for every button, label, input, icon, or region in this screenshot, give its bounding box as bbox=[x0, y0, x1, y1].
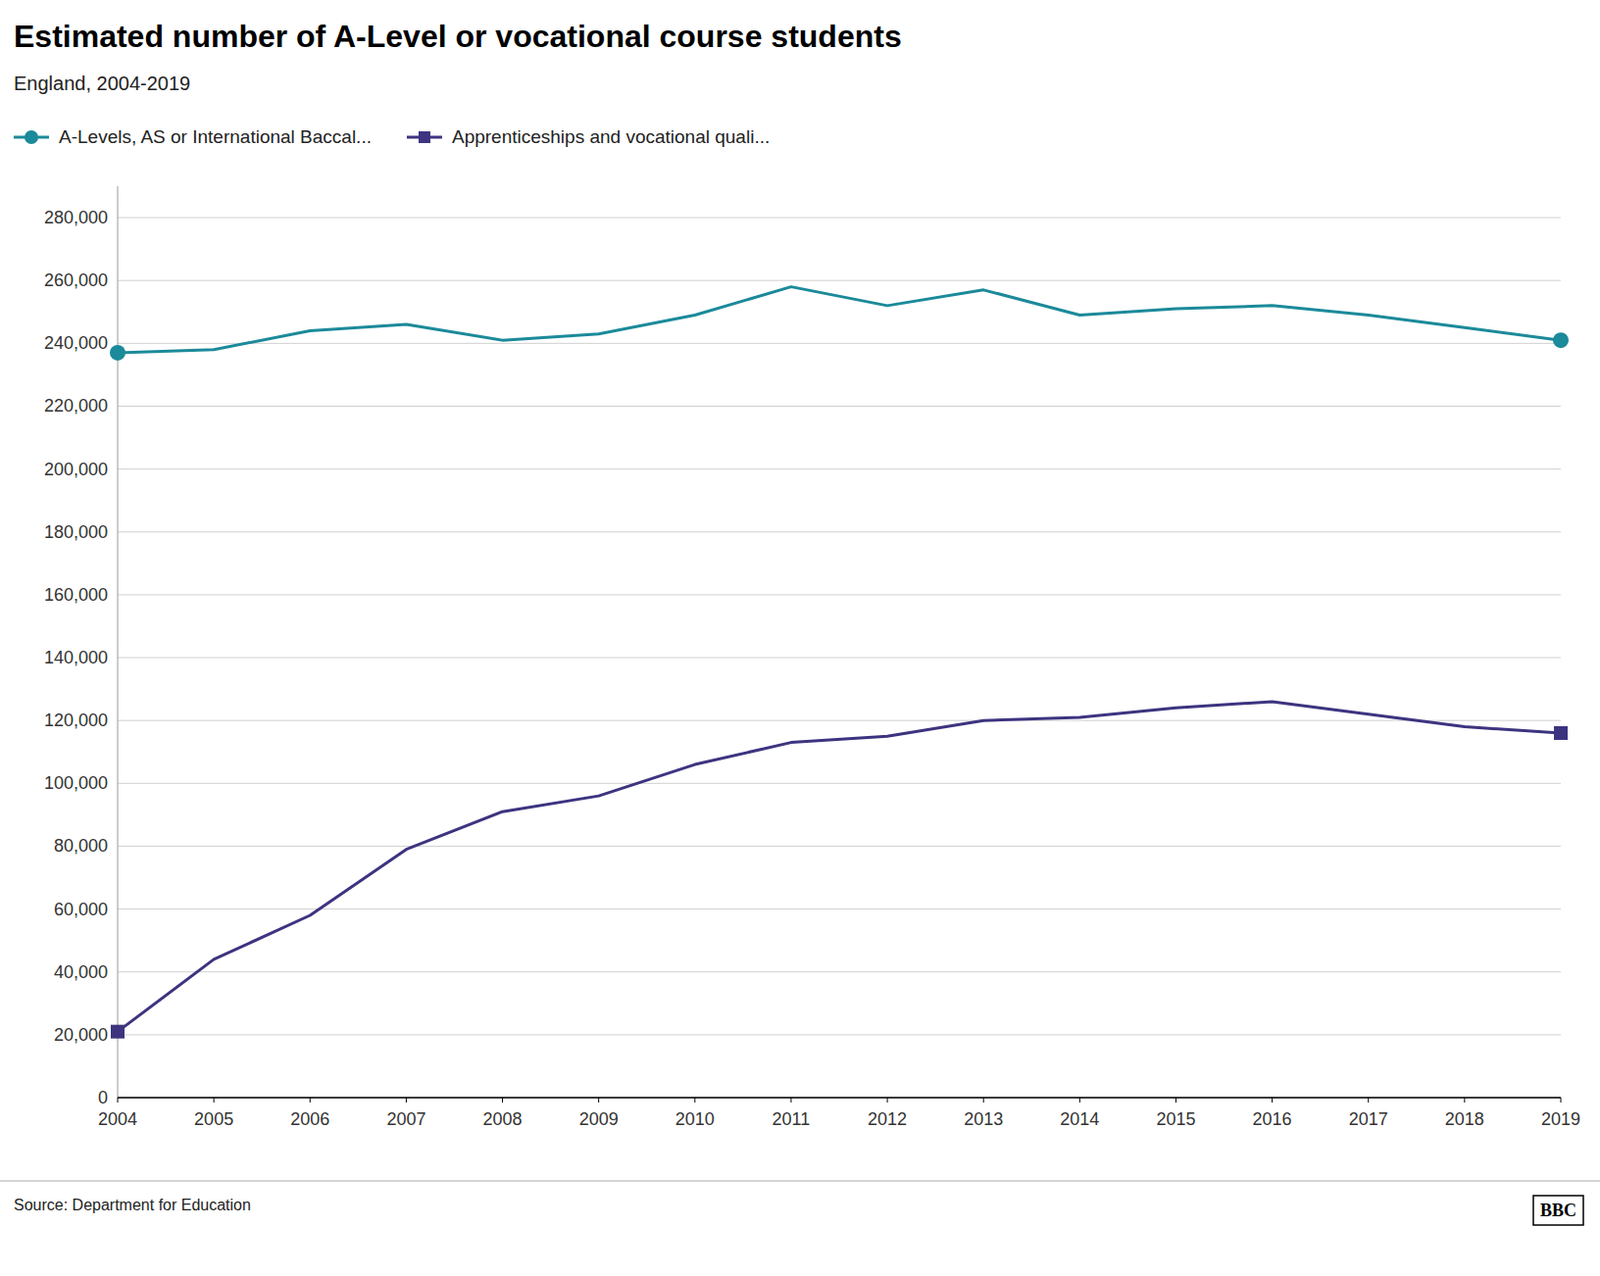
y-tick-label: 20,000 bbox=[53, 1025, 108, 1046]
series-line bbox=[117, 287, 1561, 353]
y-tick-label: 60,000 bbox=[53, 900, 108, 920]
y-tick-label: 140,000 bbox=[44, 648, 108, 668]
y-tick-label: 0 bbox=[98, 1088, 108, 1108]
series-marker bbox=[109, 345, 126, 361]
y-tick-label: 280,000 bbox=[44, 207, 108, 228]
y-tick-label: 260,000 bbox=[44, 270, 108, 291]
series-marker bbox=[1552, 332, 1569, 349]
x-tick bbox=[1463, 1098, 1465, 1103]
x-tick-label: 2016 bbox=[1252, 1109, 1293, 1130]
logo: BBC bbox=[1533, 1196, 1584, 1226]
y-axis: 0 20,000 40,000 60,000 80,000 100,000 120,000 1… bbox=[44, 186, 1561, 1108]
chart: Estimated number of A-Level or vocationa… bbox=[0, 0, 1600, 1276]
x-tick bbox=[309, 1098, 311, 1103]
legend-label: Apprenticeships and vocational quali... bbox=[451, 126, 770, 148]
x-tick bbox=[598, 1098, 600, 1103]
x-tick-label: 2012 bbox=[867, 1109, 907, 1130]
subtitle: England, 2004-2019 bbox=[13, 72, 191, 95]
y-tick-label: 200,000 bbox=[44, 459, 108, 480]
y-tick-label: 240,000 bbox=[44, 333, 108, 353]
series-line bbox=[117, 701, 1561, 1033]
x-tick bbox=[117, 1098, 119, 1103]
x-tick-label: 2007 bbox=[386, 1109, 426, 1130]
x-tick-label: 2019 bbox=[1541, 1109, 1581, 1130]
x-tick bbox=[1560, 1098, 1562, 1103]
series-marker bbox=[110, 1025, 125, 1040]
grid-line bbox=[117, 405, 1561, 407]
annotation: BBC bbox=[1540, 1200, 1577, 1221]
y-tick-label: 120,000 bbox=[44, 710, 108, 731]
grid-line bbox=[117, 1098, 1561, 1100]
x-tick-label: 2009 bbox=[579, 1109, 619, 1130]
x-tick-label: 2005 bbox=[194, 1109, 234, 1130]
grid-line bbox=[117, 343, 1561, 345]
x-tick-label: 2004 bbox=[98, 1109, 138, 1130]
grid-line bbox=[117, 280, 1561, 282]
grid-line bbox=[117, 468, 1561, 470]
x-tick-label: 2011 bbox=[772, 1109, 811, 1130]
y-tick-label: 160,000 bbox=[44, 585, 108, 605]
grid-line bbox=[117, 1034, 1561, 1036]
y-tick-label: 180,000 bbox=[44, 522, 108, 543]
x-tick bbox=[405, 1098, 407, 1103]
x-tick-label: 2018 bbox=[1445, 1109, 1485, 1130]
grid-line bbox=[117, 846, 1561, 848]
x-tick-label: 2014 bbox=[1059, 1109, 1100, 1130]
series-marker bbox=[1553, 726, 1568, 741]
grid-line bbox=[117, 971, 1561, 973]
y-axis-line bbox=[117, 186, 119, 1099]
legend-marker bbox=[418, 131, 431, 144]
x-tick-label: 2015 bbox=[1155, 1109, 1196, 1130]
x-tick-label: 2006 bbox=[290, 1109, 330, 1130]
plot-area bbox=[109, 287, 1569, 1040]
x-tick bbox=[1175, 1098, 1177, 1103]
y-tick-label: 40,000 bbox=[53, 962, 108, 983]
x-tick bbox=[887, 1098, 889, 1103]
x-tick bbox=[501, 1098, 503, 1103]
source: Source: Department for Education bbox=[13, 1197, 251, 1214]
grid-line bbox=[117, 531, 1561, 533]
x-tick-label: 2010 bbox=[675, 1109, 715, 1130]
legend-marker bbox=[24, 130, 39, 145]
x-axis-line bbox=[117, 1097, 1561, 1100]
x-axis: 2004 2005 2006 2007 2008 2009 2010 2011 2012 2013… bbox=[98, 1098, 1581, 1130]
grid-line bbox=[117, 217, 1561, 219]
y-tick-label: 220,000 bbox=[44, 396, 108, 416]
grid-line bbox=[117, 908, 1561, 910]
grid-line bbox=[117, 783, 1561, 785]
x-tick bbox=[1079, 1098, 1081, 1103]
x-tick bbox=[213, 1098, 215, 1103]
separator bbox=[0, 1181, 1600, 1183]
x-tick-label: 2013 bbox=[963, 1109, 1003, 1130]
legend: A-Levels, AS or International Baccal... A… bbox=[13, 126, 770, 148]
y-tick-label: 80,000 bbox=[53, 836, 108, 856]
x-tick-label: 2008 bbox=[483, 1109, 523, 1130]
grid-line bbox=[117, 594, 1561, 596]
x-tick bbox=[694, 1098, 696, 1103]
x-tick bbox=[983, 1098, 985, 1103]
title: Estimated number of A-Level or vocationa… bbox=[13, 18, 902, 54]
grid-line bbox=[117, 720, 1561, 722]
x-tick bbox=[790, 1098, 792, 1103]
x-tick bbox=[1367, 1098, 1369, 1103]
x-tick-label: 2017 bbox=[1349, 1109, 1389, 1130]
y-tick-label: 100,000 bbox=[44, 773, 108, 794]
logo-box bbox=[1533, 1196, 1584, 1226]
x-tick bbox=[1271, 1098, 1273, 1103]
legend-label: A-Levels, AS or International Baccal... bbox=[58, 126, 372, 148]
grid-line bbox=[117, 657, 1561, 659]
